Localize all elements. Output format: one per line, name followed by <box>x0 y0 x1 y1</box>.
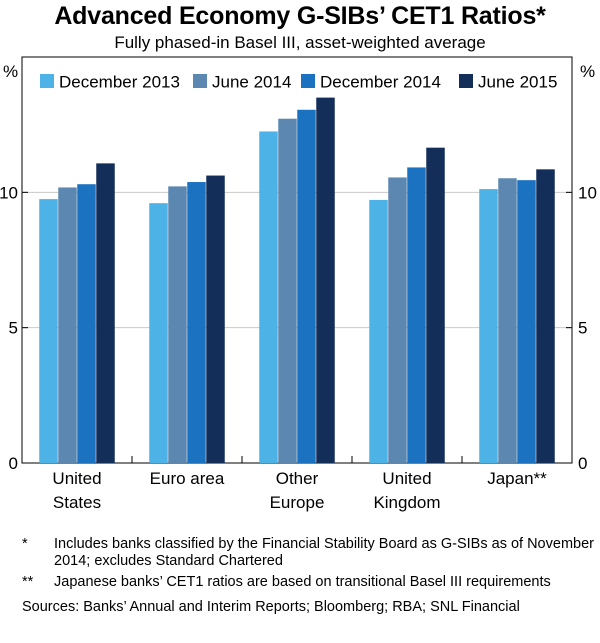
bar <box>536 169 555 463</box>
footnote: * Includes banks classified by the Finan… <box>22 536 597 570</box>
y-tick-label-left: 10 <box>0 183 18 202</box>
bar <box>168 186 187 463</box>
legend-label: June 2014 <box>212 73 291 92</box>
legend-label: December 2014 <box>320 73 441 92</box>
x-tick-label: Euro area <box>150 469 225 488</box>
footnote-text: Japanese banks’ CET1 ratios are based on… <box>54 574 551 590</box>
bar <box>39 199 58 463</box>
y-unit-left: % <box>3 62 18 81</box>
bar <box>259 131 278 463</box>
bar <box>58 187 77 463</box>
bar <box>479 189 498 463</box>
footnote: ** Japanese banks’ CET1 ratios are based… <box>22 574 597 591</box>
x-tick-label: Japan** <box>487 469 547 488</box>
x-tick-label: United <box>52 469 101 488</box>
footnotes: * Includes banks classified by the Finan… <box>22 536 597 616</box>
footnote-mark: ** <box>22 574 34 590</box>
chart-subtitle: Fully phased-in Basel III, asset-weighte… <box>114 33 486 52</box>
bar <box>316 97 335 463</box>
bar-chart: 0 0 5 5 10 10 United States Euro area Other Europ… <box>0 56 597 512</box>
sources: Sources: Banks’ Annual and Interim Repor… <box>22 599 520 615</box>
x-categories: United States Euro area Other Europe United Ki… <box>52 469 547 512</box>
x-tick-label: Europe <box>270 493 325 512</box>
bars <box>39 97 555 464</box>
legend: December 2013 June 2014 December 2014 June … <box>34 69 565 95</box>
x-tick-label: States <box>53 493 101 512</box>
bar <box>498 178 517 463</box>
bar <box>407 167 426 463</box>
x-tick-label: Other <box>276 469 319 488</box>
plot-frame <box>21 56 573 464</box>
chart-title: Advanced Economy G-SIBs’ CET1 Ratios* <box>54 2 546 30</box>
bar <box>96 163 115 463</box>
legend-swatch <box>459 74 473 88</box>
x-tick-label: Kingdom <box>373 493 440 512</box>
legend-background <box>34 69 565 95</box>
x-tick-label: United <box>382 469 431 488</box>
y-tick-label-left: 5 <box>9 319 18 338</box>
bar <box>517 180 536 464</box>
bar <box>426 147 445 463</box>
y-ticks: 0 0 5 5 10 10 <box>0 183 597 473</box>
y-tick-label-left: 0 <box>9 454 18 473</box>
bar <box>187 182 206 463</box>
footnote-text: Includes banks classified by the Financi… <box>54 536 594 569</box>
legend-swatch <box>40 74 54 88</box>
bar <box>297 109 316 463</box>
footnote-mark: * <box>22 536 28 552</box>
legend-swatch <box>193 74 207 88</box>
bar <box>278 118 297 463</box>
legend-swatch <box>301 74 315 88</box>
y-tick-label-right: 5 <box>578 319 587 338</box>
bar <box>149 203 168 463</box>
bar <box>206 175 225 463</box>
bar <box>77 184 96 464</box>
bar <box>388 177 407 464</box>
legend-label: June 2015 <box>478 73 557 92</box>
bar <box>369 199 388 464</box>
y-tick-label-right: 10 <box>578 183 597 202</box>
legend-label: December 2013 <box>59 73 180 92</box>
y-unit-right: % <box>580 62 595 81</box>
y-tick-label-right: 0 <box>578 454 587 473</box>
